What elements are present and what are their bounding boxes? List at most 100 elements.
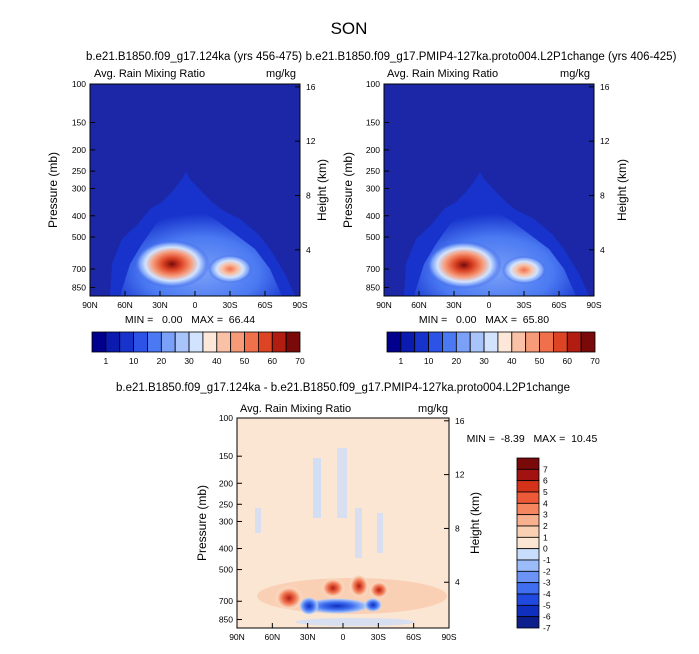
colorbar-swatch (516, 548, 540, 561)
variable-label: Avg. Rain Mixing Ratio (387, 68, 498, 80)
colorbar-swatch (511, 331, 527, 353)
x-tick-label: 90N (229, 632, 245, 642)
x-tick-label: 60S (257, 300, 272, 310)
x-tick-label: 90S (292, 300, 307, 310)
colorbar-swatch (105, 331, 121, 353)
x-tick-label: 60S (551, 300, 566, 310)
colorbar-label: -7 (543, 623, 551, 633)
colorbar-label: 60 (268, 356, 278, 366)
y2-tick-label: 4 (306, 245, 311, 255)
colorbar-label: 7 (543, 464, 548, 474)
y2-axis-label: Height (km) (468, 492, 482, 554)
x-tick-label: 90N (82, 300, 98, 310)
y-tick-label: 850 (366, 282, 380, 292)
y-tick-label: 250 (219, 499, 233, 509)
rain-maximum-left (134, 240, 210, 288)
colorbar-label: 70 (590, 356, 600, 366)
panel-title: b.e21.B1850.f09_g17.124ka (yrs 456-475) (86, 51, 302, 63)
positive-anomaly (275, 586, 303, 610)
x-tick-label: 30S (516, 300, 531, 310)
x-tick-label: 90S (441, 632, 456, 642)
panel-title: b.e21.B1850.f09_g17.PMIP4-127ka.proto004… (306, 51, 677, 63)
colorbar-swatch (516, 457, 540, 470)
y-tick-label: 100 (219, 413, 233, 423)
rain-maximum-right (208, 255, 252, 283)
y-axis-label: Pressure (mb) (46, 152, 60, 228)
colorbar-swatch (553, 331, 568, 353)
colorbar-swatch (580, 331, 596, 353)
units-label: mg/kg (266, 68, 296, 80)
rain-maximum-left (426, 241, 502, 289)
y-axis-label: Pressure (mb) (195, 485, 209, 561)
colorbar-label: 1 (103, 356, 108, 366)
positive-anomaly (321, 578, 345, 598)
y2-tick-label: 16 (306, 82, 316, 92)
colorbar-label: 20 (157, 356, 167, 366)
x-tick-label: 30S (222, 300, 237, 310)
y-tick-label: 850 (72, 282, 86, 292)
colorbar-swatch (516, 514, 540, 527)
y2-ticks: 16 12 8 4 (589, 82, 610, 255)
colorbar-swatch (119, 331, 134, 353)
y-tick-label: 150 (219, 451, 233, 461)
rain-maximum-right (502, 256, 546, 284)
x-tick-label: 30N (300, 632, 316, 642)
y-tick-label: 500 (219, 565, 233, 575)
colorbar-swatch (244, 331, 259, 353)
plot-area (90, 84, 300, 296)
colorbar-label: -3 (543, 578, 551, 588)
colorbar-swatch (455, 331, 471, 353)
colorbar-swatch (188, 331, 204, 353)
y-tick-label: 500 (72, 232, 86, 242)
x-tick-label: 30N (152, 300, 168, 310)
x-tick-label: 0 (193, 300, 198, 310)
x-tick-label: 60N (117, 300, 133, 310)
colorbar-swatch (202, 331, 218, 353)
colorbar-swatch (147, 331, 162, 353)
x-tick-label: 30S (371, 632, 386, 642)
colorbar: 1 10 20 30 40 50 60 70 (91, 331, 305, 366)
x-tick-label: 60N (411, 300, 427, 310)
colorbar-label: 30 (184, 356, 194, 366)
colorbar-label: -5 (543, 600, 551, 610)
colorbar-swatch (516, 570, 540, 584)
colorbar-swatch (469, 331, 485, 353)
colorbar-swatch (566, 331, 582, 353)
panel-right: b.e21.B1850.f09_g17.PMIP4-127ka.proto004… (306, 51, 677, 366)
contour-light-blue (295, 618, 415, 626)
x-tick-label: 0 (487, 300, 492, 310)
colorbar-label: 3 (543, 510, 548, 520)
y-tick-label: 400 (366, 211, 380, 221)
min-max-stats: MIN = 0.00 MAX = 66.44 (125, 314, 255, 326)
units-label: mg/kg (418, 403, 448, 415)
y-ticks: 100 150 200 250 300 400 500 700 850 (366, 79, 389, 292)
colorbar-label: 6 (543, 476, 548, 486)
y-ticks: 100 150 200 250 300 400 500 700 850 (219, 413, 242, 625)
colorbar-label: 4 (543, 498, 548, 508)
colorbar-label: 10 (424, 356, 434, 366)
colorbar-label: -4 (543, 589, 551, 599)
colorbar-swatch (525, 331, 540, 353)
colorbar-label: 20 (452, 356, 462, 366)
y-tick-label: 200 (219, 478, 233, 488)
y-tick-label: 400 (72, 211, 86, 221)
colorbar-swatch (160, 331, 176, 353)
contour-light-blue (313, 458, 321, 518)
y-tick-label: 300 (366, 183, 380, 193)
colorbar-label: 50 (535, 356, 545, 366)
colorbar-swatch (497, 331, 513, 353)
y2-ticks: 16 12 8 4 (295, 82, 316, 255)
colorbar-label: -6 (543, 612, 551, 622)
y-tick-label: 700 (366, 264, 380, 274)
colorbar-swatch (257, 331, 273, 353)
contour-light-blue (255, 508, 261, 533)
colorbar-label: 40 (212, 356, 222, 366)
y2-axis-label: Height (km) (615, 159, 629, 221)
colorbar-label: 30 (479, 356, 489, 366)
panel-left: b.e21.B1850.f09_g17.124ka (yrs 456-475) … (46, 51, 329, 366)
colorbar-swatch (400, 331, 416, 353)
x-tick-label: 90S (586, 300, 601, 310)
x-ticks: 90N 60N 30N 0 30S 60S 90S (376, 291, 602, 310)
x-tick-label: 0 (341, 632, 346, 642)
